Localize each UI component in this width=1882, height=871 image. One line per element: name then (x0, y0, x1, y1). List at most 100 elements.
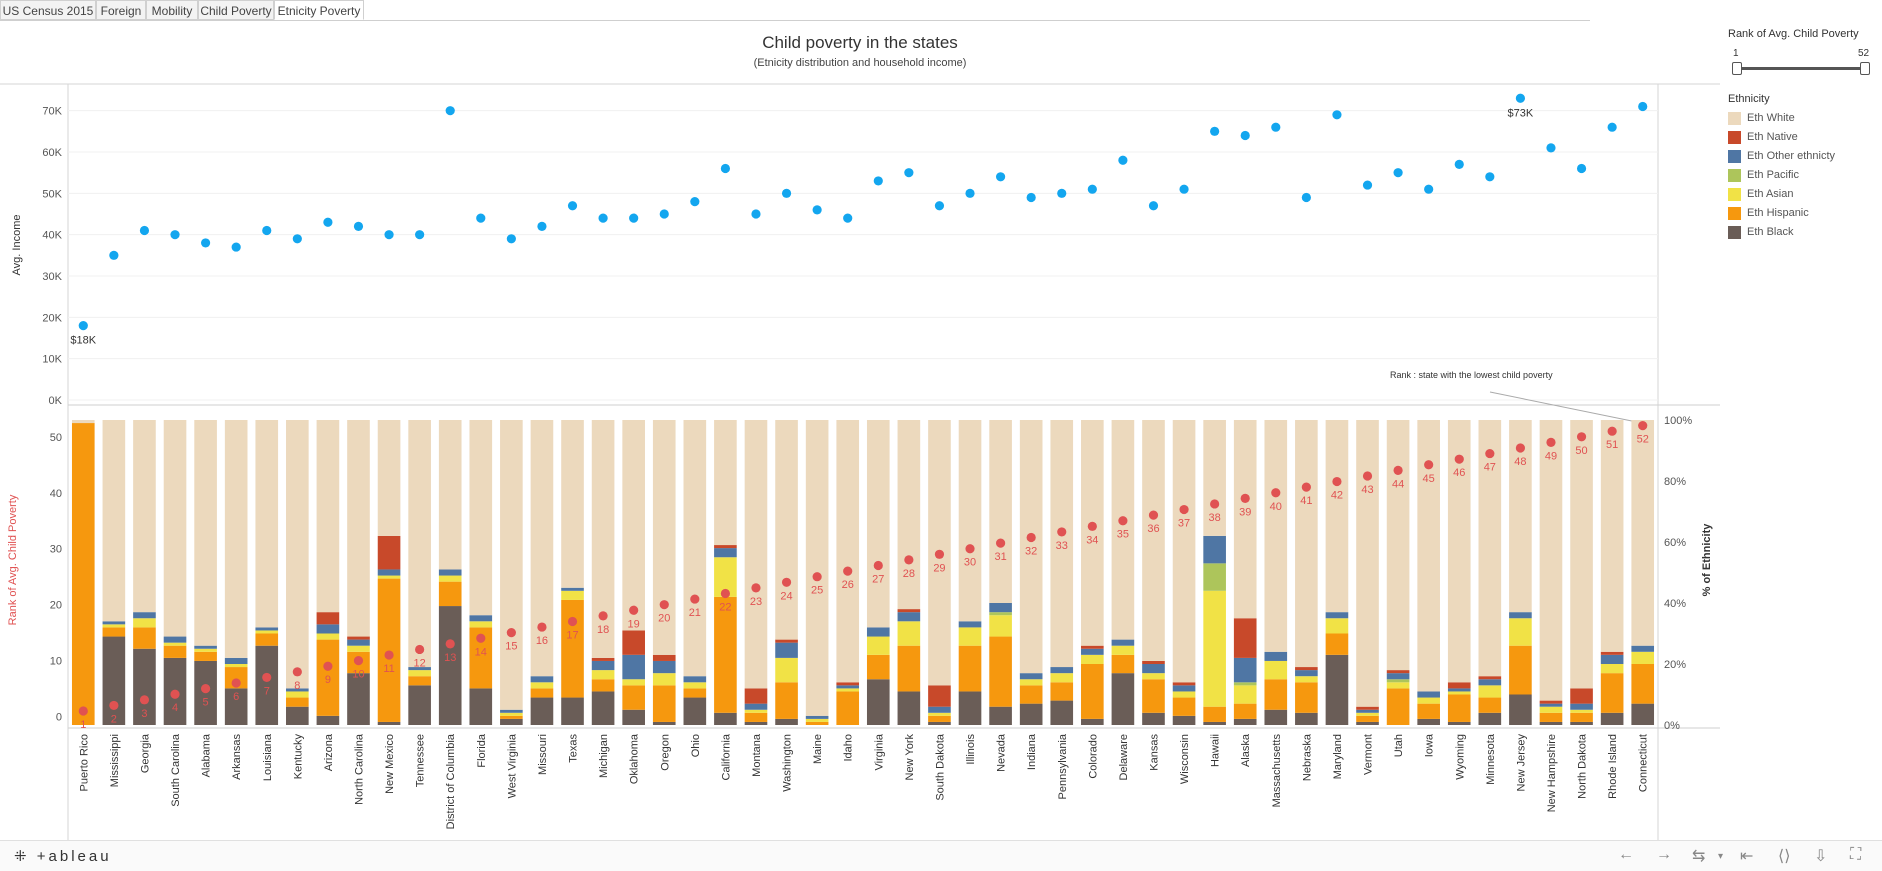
income-point (262, 225, 272, 236)
revert-dropdown-icon[interactable]: ▾ (1718, 851, 1724, 862)
income-point (1454, 159, 1464, 169)
rank-dot (1301, 482, 1311, 492)
ethnicity-bar-segment (866, 627, 890, 637)
legend-item-other[interactable]: Eth Other ethnicty (1728, 149, 1835, 163)
ethnicity-bar-segment (836, 420, 860, 683)
ethnicity-bar-segment (1050, 673, 1074, 683)
state-label: Colorado (1087, 734, 1099, 779)
state-label: Iowa (1424, 733, 1436, 757)
rank-label: 11 (383, 663, 394, 675)
income-point (109, 250, 119, 260)
income-tick-label: 30K (42, 271, 62, 283)
ethnicity-bar-segment (1478, 679, 1502, 686)
legend-item-hispanic[interactable]: Eth Hispanic (1728, 206, 1809, 220)
tab-mobility[interactable]: Mobility (146, 0, 198, 20)
legend-label: Eth Black (1747, 226, 1794, 238)
state-label: Kansas (1148, 734, 1160, 771)
income-point (629, 213, 639, 223)
tab-child-poverty[interactable]: Child Poverty (198, 0, 274, 20)
ethnicity-bar-segment (408, 670, 431, 677)
ethnicity-bar-segment (1600, 420, 1624, 652)
ethnicity-bar-segment (102, 627, 126, 637)
income-point (200, 238, 211, 248)
income-point (812, 205, 822, 215)
ethnicity-bar-segment (347, 639, 370, 646)
ethnicity-bar-segment (1264, 679, 1288, 710)
ethnicity-bar-segment (591, 679, 615, 692)
ethnicity-bar-segment (744, 709, 768, 713)
rank-label: 43 (1361, 484, 1373, 496)
ethnicity-bar-segment (1478, 697, 1502, 713)
state-label: Georgia (139, 733, 151, 773)
ethnicity-bar-segment (744, 721, 768, 725)
ethnicity-bar-segment (1111, 654, 1135, 674)
slider-handle-max[interactable] (1860, 62, 1870, 75)
tab-etnicity-poverty[interactable]: Etnicity Poverty (274, 0, 364, 20)
legend-item-native[interactable]: Eth Native (1728, 130, 1798, 144)
state-label: Missouri (537, 734, 549, 775)
rank-dot (812, 572, 822, 582)
ethnicity-bar-segment (286, 688, 309, 692)
revert-icon[interactable]: ⇆ (1692, 848, 1706, 865)
ethnicity-bar-segment (1233, 657, 1257, 683)
ethnicity-bar-segment (530, 676, 554, 683)
tab-foreign[interactable]: Foreign (96, 0, 146, 20)
ethnicity-bar-segment (591, 420, 615, 658)
rank-tick-label: 50 (50, 432, 62, 444)
rank-dot (843, 566, 853, 576)
rank-dot (506, 628, 516, 638)
rank-label: 8 (294, 680, 300, 692)
income-point-label: $18K (70, 335, 96, 347)
slider-handle-min[interactable] (1732, 62, 1742, 75)
legend-item-asian[interactable]: Eth Asian (1728, 187, 1793, 201)
redo-icon[interactable]: → (1656, 846, 1672, 863)
ethnicity-bar-segment (1203, 721, 1226, 725)
ethnicity-bar-segment (1233, 420, 1257, 619)
income-point (353, 221, 364, 231)
income-tick-label: 20K (42, 312, 62, 324)
state-label: Louisiana (262, 733, 274, 781)
share-icon[interactable]: ⟨⟩ (1778, 848, 1791, 865)
rank-dot (1332, 476, 1342, 487)
state-label: Maryland (1332, 734, 1344, 779)
ethnicity-bar-segment (805, 715, 829, 719)
state-label: Michigan (598, 734, 610, 778)
income-tick-label: 0K (49, 395, 63, 407)
ethnicity-bar-segment (622, 709, 645, 725)
state-label: Rhode Island (1607, 734, 1619, 799)
fullscreen-icon[interactable]: ⛶ (1850, 846, 1862, 863)
state-label: Arizona (323, 733, 335, 771)
state-label: Arkansas (231, 734, 243, 780)
rank-label: 25 (811, 585, 823, 597)
income-point (751, 209, 761, 219)
ethnicity-bar-segment (469, 688, 493, 725)
rank-label: 23 (750, 596, 762, 608)
legend-item-pacific[interactable]: Eth Pacific (1728, 168, 1799, 182)
rank-label: 17 (566, 629, 578, 641)
income-point (292, 234, 302, 244)
download-icon[interactable]: ⇩ (1814, 848, 1828, 865)
ethnicity-bar-segment (408, 420, 431, 668)
income-point (1057, 188, 1067, 198)
revert-all-icon[interactable]: ⇤ (1740, 848, 1754, 865)
ethnicity-bar-segment (958, 691, 982, 725)
ethnicity-bar-segment (1050, 420, 1074, 668)
legend-item-white[interactable]: Eth White (1728, 111, 1795, 125)
undo-icon[interactable]: ← (1618, 846, 1634, 863)
rank-tick-label: 40 (50, 488, 62, 500)
tab-us-census-2015[interactable]: US Census 2015 (0, 0, 96, 20)
rank-dot (720, 588, 731, 599)
ethnicity-bar-segment (377, 721, 401, 725)
ethnicity-bar-segment (1325, 612, 1349, 619)
rank-label: 44 (1392, 478, 1404, 490)
ethnicity-bar-segment (775, 420, 798, 640)
tableau-logo[interactable]: ⁜ +ableau (14, 847, 112, 865)
income-point (384, 230, 394, 240)
legend-item-black[interactable]: Eth Black (1728, 225, 1793, 239)
ethnicity-bar-segment (1081, 664, 1104, 719)
ethnicity-bar-segment (866, 654, 890, 680)
rank-range-slider[interactable] (1732, 62, 1870, 75)
rank-dot (1057, 527, 1067, 537)
income-point (415, 230, 425, 240)
ethnicity-bar-segment (1417, 718, 1440, 725)
